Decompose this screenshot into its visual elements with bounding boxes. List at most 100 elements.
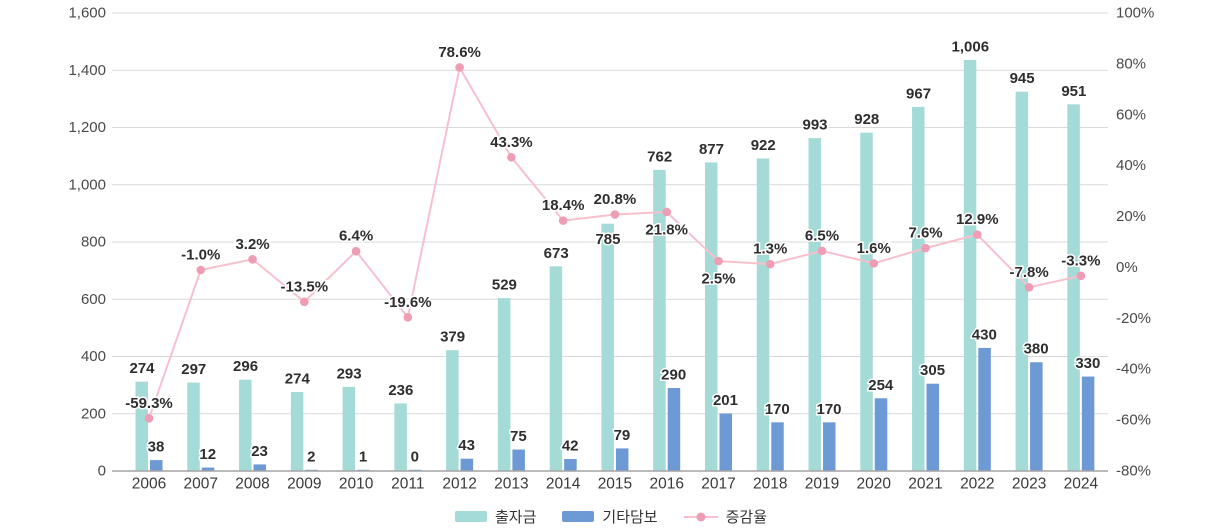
legend: 출자금 기타담보 증감율 bbox=[0, 506, 1222, 527]
equity-value-label-2022: 1,006 bbox=[952, 38, 990, 55]
growth-rate-label-2014: 18.4% bbox=[542, 197, 585, 214]
collateral-value-label-2023: 380 bbox=[1024, 341, 1049, 358]
x-axis-year-label-2022: 2022 bbox=[960, 476, 994, 493]
left-axis-tick-label: 800 bbox=[81, 234, 106, 251]
legend-label-collateral: 기타담보 bbox=[602, 509, 658, 526]
left-axis-tick-label: 1,200 bbox=[68, 119, 106, 136]
right-axis-tick-label: -60% bbox=[1116, 412, 1151, 429]
left-axis-tick-label: 0 bbox=[98, 463, 106, 480]
left-axis-tick-label: 200 bbox=[81, 405, 106, 422]
collateral-bar-2008 bbox=[253, 464, 267, 471]
growth-rate-marker-2011 bbox=[403, 313, 413, 322]
collateral-bar-2019 bbox=[823, 422, 836, 471]
collateral-value-label-2012: 43 bbox=[458, 437, 475, 454]
left-axis-tick-label: 1,600 bbox=[68, 5, 106, 22]
equity-bar-2008 bbox=[239, 379, 252, 471]
collateral-bar-2023 bbox=[1030, 362, 1043, 471]
collateral-bar-2012 bbox=[460, 458, 474, 471]
equity-value-label-2011: 236 bbox=[388, 382, 413, 399]
equity-bar-2018 bbox=[756, 158, 770, 472]
collateral-bar-2006 bbox=[150, 460, 163, 471]
x-axis-year-label-2008: 2008 bbox=[235, 476, 269, 493]
collateral-bar-2017 bbox=[719, 413, 732, 471]
right-axis-tick-label: 100% bbox=[1116, 5, 1154, 22]
growth-rate-label-2006: -59.3% bbox=[125, 395, 173, 412]
x-axis-year-label-2010: 2010 bbox=[339, 476, 374, 493]
growth-rate-marker-2013 bbox=[507, 152, 516, 162]
growth-rate-marker-2012 bbox=[455, 63, 464, 72]
right-axis-tick-label: -40% bbox=[1116, 361, 1151, 378]
equity-bar-2023 bbox=[1015, 91, 1029, 471]
legend-item-growth: 증감율 bbox=[683, 506, 767, 527]
x-axis-year-label-2020: 2020 bbox=[857, 476, 892, 493]
equity-bar-2007 bbox=[187, 382, 200, 471]
equity-bar-2017 bbox=[704, 162, 718, 472]
equity-bar-2021 bbox=[912, 106, 925, 471]
growth-rate-label-2012: 78.6% bbox=[438, 44, 481, 61]
collateral-value-label-2013: 75 bbox=[510, 428, 527, 445]
growth-rate-label-2018: 1.3% bbox=[753, 241, 787, 258]
growth-rate-marker-2020 bbox=[869, 259, 879, 268]
growth-rate-label-2010: 6.4% bbox=[339, 228, 373, 245]
equity-bar-2016 bbox=[653, 169, 666, 472]
x-axis-year-label-2014: 2014 bbox=[546, 476, 581, 493]
collateral-bar-2015 bbox=[615, 448, 629, 471]
equity-value-label-2013: 529 bbox=[492, 277, 517, 294]
growth-rate-marker-2022 bbox=[973, 230, 982, 239]
equity-bar-2024 bbox=[1067, 104, 1080, 471]
equity-value-label-2018: 922 bbox=[751, 137, 776, 154]
growth-rate-marker-2015 bbox=[610, 210, 620, 219]
collateral-value-label-2009: 2 bbox=[307, 448, 315, 465]
growth-rate-marker-2024 bbox=[1076, 271, 1086, 281]
growth-line-icon bbox=[683, 512, 718, 521]
collateral-value-label-2007: 12 bbox=[199, 446, 216, 463]
growth-rate-marker-2019 bbox=[817, 246, 827, 256]
right-axis-tick-label: 80% bbox=[1116, 55, 1146, 72]
collateral-value-label-2011: 0 bbox=[411, 448, 419, 465]
equity-value-label-2014: 673 bbox=[544, 245, 569, 262]
equity-bar-2014 bbox=[549, 266, 563, 471]
collateral-value-label-2018: 170 bbox=[765, 401, 790, 418]
x-axis-year-label-2012: 2012 bbox=[442, 476, 476, 493]
equity-value-label-2012: 379 bbox=[440, 329, 465, 346]
collateral-value-label-2019: 170 bbox=[816, 401, 841, 418]
growth-rate-label-2022: 12.9% bbox=[956, 211, 999, 228]
legend-item-equity: 출자금 bbox=[454, 506, 536, 527]
growth-rate-label-2024: -3.3% bbox=[1061, 252, 1100, 269]
x-axis-year-label-2015: 2015 bbox=[598, 476, 632, 493]
equity-value-label-2015: 785 bbox=[595, 231, 620, 248]
collateral-bar-2007 bbox=[201, 467, 215, 471]
growth-rate-label-2008: 3.2% bbox=[235, 236, 269, 253]
collateral-value-label-2008: 23 bbox=[251, 443, 268, 460]
collateral-value-label-2016: 290 bbox=[661, 366, 686, 383]
collateral-bar-2016 bbox=[667, 387, 681, 471]
x-axis-year-label-2011: 2011 bbox=[391, 476, 424, 493]
right-axis-tick-label: 0% bbox=[1116, 259, 1138, 276]
equity-bar-2012 bbox=[446, 350, 459, 471]
collateral-bar-2022 bbox=[978, 347, 991, 471]
equity-value-label-2019: 993 bbox=[802, 117, 827, 134]
x-axis-year-label-2007: 2007 bbox=[184, 476, 218, 493]
equity-value-label-2020: 928 bbox=[854, 111, 879, 128]
growth-rate-marker-2017 bbox=[714, 256, 723, 266]
growth-rate-label-2007: -1.0% bbox=[181, 246, 220, 263]
growth-rate-label-2019: 6.5% bbox=[805, 227, 839, 244]
x-axis-year-label-2021: 2021 bbox=[908, 476, 942, 493]
equity-value-label-2006: 274 bbox=[129, 360, 155, 377]
growth-rate-marker-2007 bbox=[196, 265, 206, 275]
equity-bar-2015 bbox=[601, 223, 614, 471]
x-axis-year-label-2018: 2018 bbox=[753, 476, 787, 493]
growth-rate-marker-2021 bbox=[921, 243, 930, 253]
legend-label-growth: 증감율 bbox=[725, 509, 767, 526]
collateral-bar-2024 bbox=[1081, 376, 1095, 471]
x-axis-year-label-2024: 2024 bbox=[1064, 476, 1099, 493]
growth-rate-marker-2010 bbox=[351, 246, 361, 256]
equity-value-label-2023: 945 bbox=[1010, 70, 1035, 87]
equity-bar-2019 bbox=[808, 138, 822, 471]
right-axis-tick-label: 60% bbox=[1116, 106, 1146, 123]
equity-value-label-2008: 296 bbox=[233, 358, 258, 375]
right-axis-tick-label: 20% bbox=[1116, 208, 1146, 225]
collateral-bar-2013 bbox=[512, 449, 525, 471]
equity-bar-2013 bbox=[497, 298, 511, 471]
